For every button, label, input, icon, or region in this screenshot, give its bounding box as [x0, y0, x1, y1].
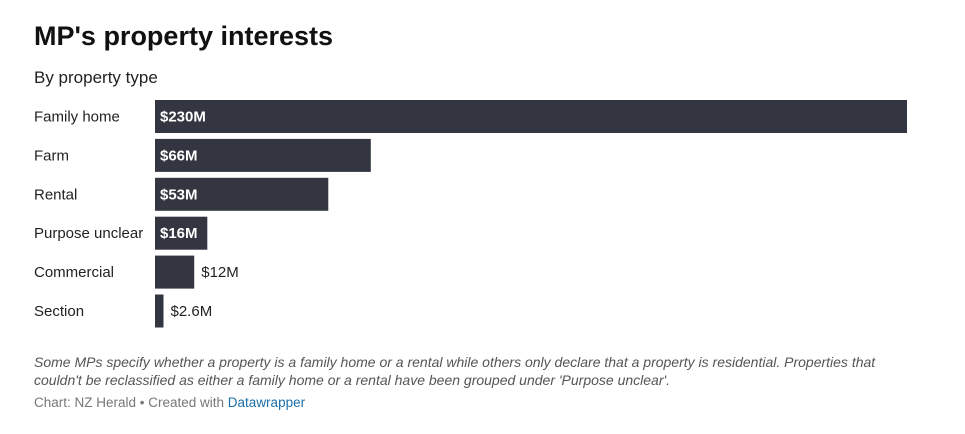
value-label: $12M — [201, 264, 239, 281]
credit-text: Chart: NZ Herald • Created with — [34, 395, 228, 410]
bar — [155, 138, 371, 172]
category-label: Section — [34, 303, 84, 320]
bar — [155, 100, 907, 133]
bar-chart: Family home $230M Farm $66M Rental $53M Purpos… — [34, 100, 907, 328]
bar — [155, 255, 195, 289]
value-label: $2.6M — [171, 303, 213, 320]
datawrapper-link[interactable]: Datawrapper — [227, 395, 306, 410]
chart-credits: Chart: NZ Herald • Created with Datawrap… — [34, 395, 305, 410]
chart-note: Some MPs specify whether a property is a… — [34, 354, 876, 388]
bar — [155, 216, 208, 250]
chart-subtitle: By property type — [34, 68, 158, 87]
category-label: Commercial — [34, 264, 114, 281]
value-label: $16M — [160, 225, 198, 242]
value-label: $53M — [160, 186, 198, 203]
chart-title: MP's property interests — [34, 21, 334, 51]
bar — [155, 177, 329, 211]
bar — [155, 294, 164, 328]
category-label: Purpose unclear — [34, 225, 143, 242]
category-label: Farm — [34, 147, 69, 164]
value-label: $230M — [160, 109, 206, 126]
category-label: Family home — [34, 109, 120, 126]
value-label: $66M — [160, 147, 198, 164]
category-label: Rental — [34, 186, 77, 203]
